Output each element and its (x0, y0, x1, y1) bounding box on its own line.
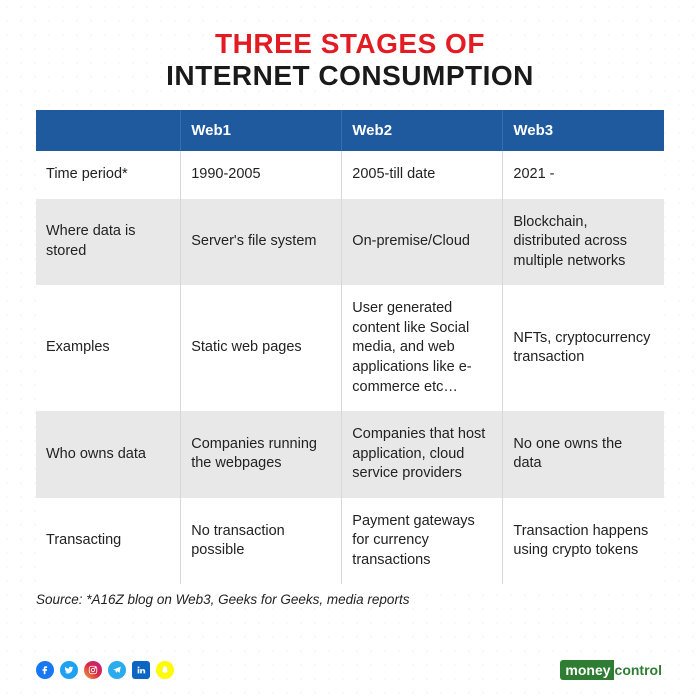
row-label: Examples (36, 285, 181, 411)
twitter-icon[interactable] (60, 661, 78, 679)
title-line1: THREE STAGES OF (36, 28, 664, 60)
logo-right: control (614, 660, 664, 680)
logo-left: money (560, 660, 613, 680)
row-label: Transacting (36, 498, 181, 585)
table-header-row: Web1 Web2 Web3 (36, 110, 664, 151)
cell: Static web pages (181, 285, 342, 411)
title-block: THREE STAGES OF INTERNET CONSUMPTION (36, 28, 664, 92)
title-line2: INTERNET CONSUMPTION (36, 60, 664, 92)
table-row: Transacting No transaction possible Paym… (36, 498, 664, 585)
cell: Blockchain, distributed across multiple … (503, 199, 664, 286)
snapchat-icon[interactable] (156, 661, 174, 679)
social-icons (36, 661, 174, 679)
instagram-icon[interactable] (84, 661, 102, 679)
cell: Companies that host application, cloud s… (342, 411, 503, 498)
row-label: Where data is stored (36, 199, 181, 286)
telegram-icon[interactable] (108, 661, 126, 679)
table-row: Where data is stored Server's file syste… (36, 199, 664, 286)
header-web1: Web1 (181, 110, 342, 151)
header-web2: Web2 (342, 110, 503, 151)
linkedin-icon[interactable] (132, 661, 150, 679)
content-container: THREE STAGES OF INTERNET CONSUMPTION Web… (0, 0, 700, 627)
footer: moneycontrol (36, 660, 664, 680)
cell: 2005-till date (342, 151, 503, 199)
cell: No transaction possible (181, 498, 342, 585)
cell: User generated content like Social media… (342, 285, 503, 411)
table-row: Time period* 1990-2005 2005-till date 20… (36, 151, 664, 199)
cell: 1990-2005 (181, 151, 342, 199)
cell: Transaction happens using crypto tokens (503, 498, 664, 585)
cell: NFTs, cryptocurrency transaction (503, 285, 664, 411)
cell: Server's file system (181, 199, 342, 286)
cell: Payment gateways for currency transactio… (342, 498, 503, 585)
table-row: Examples Static web pages User generated… (36, 285, 664, 411)
cell: 2021 - (503, 151, 664, 199)
cell: No one owns the data (503, 411, 664, 498)
comparison-table: Web1 Web2 Web3 Time period* 1990-2005 20… (36, 110, 664, 584)
moneycontrol-logo[interactable]: moneycontrol (560, 660, 664, 680)
table-body: Time period* 1990-2005 2005-till date 20… (36, 151, 664, 584)
header-empty (36, 110, 181, 151)
header-web3: Web3 (503, 110, 664, 151)
source-text: Source: *A16Z blog on Web3, Geeks for Ge… (36, 592, 664, 607)
cell: On-premise/Cloud (342, 199, 503, 286)
table-row: Who owns data Companies running the webp… (36, 411, 664, 498)
row-label: Time period* (36, 151, 181, 199)
facebook-icon[interactable] (36, 661, 54, 679)
row-label: Who owns data (36, 411, 181, 498)
cell: Companies running the webpages (181, 411, 342, 498)
